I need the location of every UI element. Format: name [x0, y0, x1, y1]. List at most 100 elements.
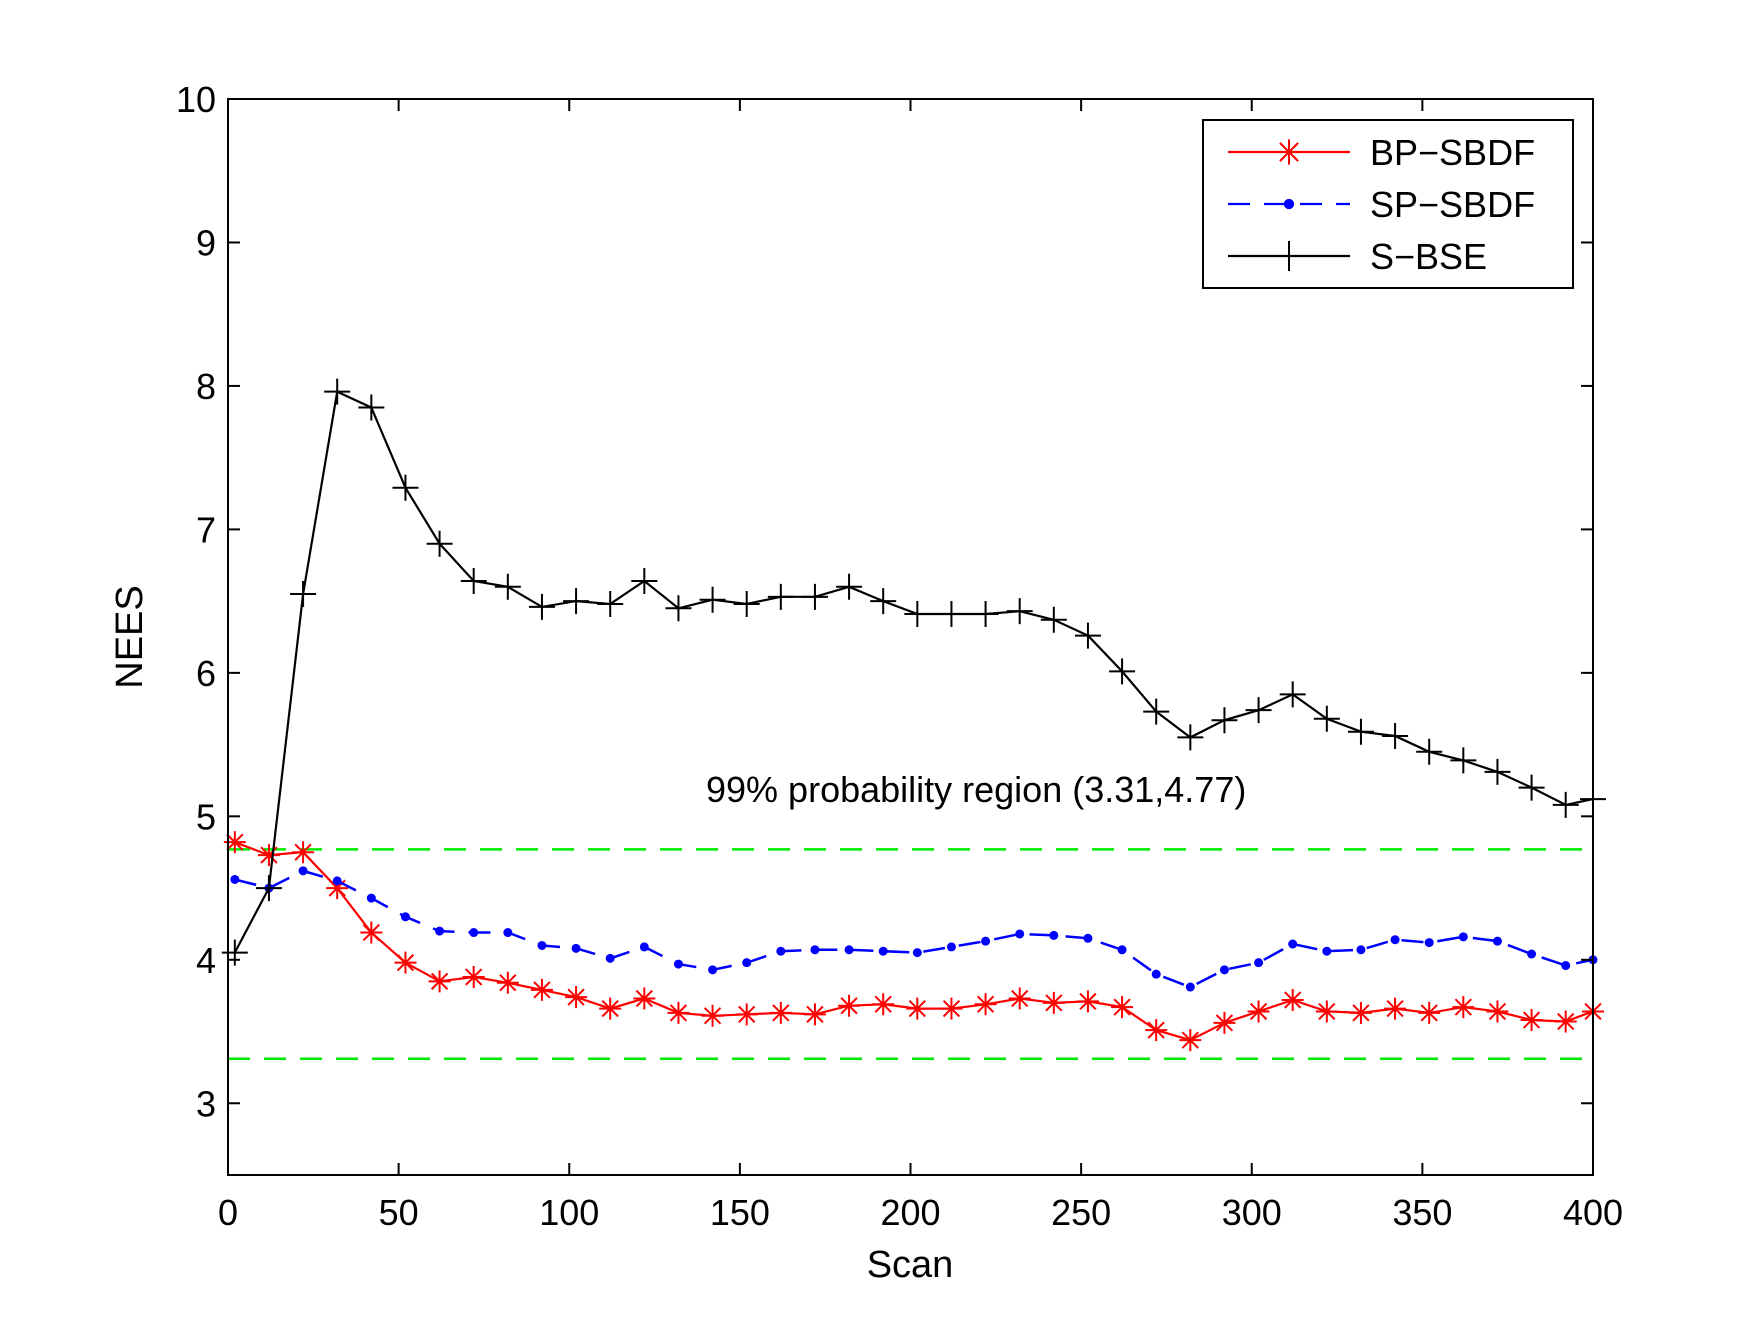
data-point-sp-sbdf — [1527, 949, 1537, 959]
data-point-bp-sbdf — [1213, 1011, 1236, 1034]
data-point-s-bse — [528, 593, 555, 620]
data-point-s-bse — [358, 394, 385, 421]
data-point-bp-sbdf — [633, 987, 656, 1010]
data-point-s-bse — [1382, 722, 1409, 749]
data-point-bp-sbdf — [906, 997, 929, 1020]
data-point-bp-sbdf — [565, 986, 588, 1009]
series-layer — [221, 378, 1606, 1052]
data-point-s-bse — [972, 601, 999, 628]
x-tick-label: 300 — [1222, 1192, 1282, 1233]
data-point-sp-sbdf — [1151, 969, 1161, 979]
x-tick-label: 50 — [379, 1192, 419, 1233]
data-point-sp-sbdf — [1219, 965, 1229, 975]
y-tick-label: 10 — [176, 79, 216, 120]
data-point-bp-sbdf — [769, 1001, 792, 1024]
data-point-bp-sbdf — [803, 1003, 826, 1026]
data-point-sp-sbdf — [912, 948, 922, 958]
data-point-s-bse — [1245, 697, 1272, 724]
data-point-s-bse — [1109, 658, 1136, 685]
data-point-s-bse — [1040, 606, 1067, 633]
data-point-s-bse — [460, 568, 487, 595]
data-point-s-bse — [392, 474, 419, 501]
data-point-sp-sbdf — [605, 953, 615, 963]
legend-marker-bp-sbdf — [1276, 139, 1302, 165]
data-point-s-bse — [1450, 747, 1477, 774]
data-point-sp-sbdf — [1015, 929, 1025, 939]
data-point-s-bse — [1177, 724, 1204, 751]
y-tick-label: 4 — [196, 940, 216, 981]
data-point-sp-sbdf — [1254, 958, 1264, 968]
region-annotation: 99% probability region (3.31,4.77) — [706, 769, 1246, 810]
data-point-bp-sbdf — [1349, 1001, 1372, 1024]
data-point-sp-sbdf — [844, 945, 854, 955]
data-point-s-bse — [1143, 698, 1170, 725]
data-point-s-bse — [767, 583, 794, 610]
data-point-s-bse — [1347, 718, 1374, 745]
data-point-s-bse — [1211, 707, 1238, 734]
x-tick-label: 150 — [710, 1192, 770, 1233]
data-point-bp-sbdf — [1247, 1000, 1270, 1023]
data-point-s-bse — [563, 588, 590, 615]
data-point-sp-sbdf — [1356, 945, 1366, 955]
data-point-s-bse — [597, 591, 624, 618]
x-tick-label: 200 — [880, 1192, 940, 1233]
data-point-bp-sbdf — [1281, 988, 1304, 1011]
data-point-s-bse — [1518, 774, 1545, 801]
data-point-sp-sbdf — [878, 946, 888, 956]
data-point-bp-sbdf — [838, 994, 861, 1017]
data-point-bp-sbdf — [1076, 990, 1099, 1013]
data-point-bp-sbdf — [223, 831, 246, 854]
data-point-bp-sbdf — [462, 966, 485, 989]
data-point-sp-sbdf — [639, 942, 649, 952]
y-tick-label: 5 — [196, 796, 216, 837]
data-point-sp-sbdf — [503, 928, 513, 938]
y-axis: 3 4 5 6 7 8 9 10 — [176, 79, 1593, 1124]
data-point-bp-sbdf — [599, 997, 622, 1020]
legend: BP−SBDF SP−SBDF S−BSE — [1202, 119, 1574, 289]
data-point-bp-sbdf — [940, 997, 963, 1020]
data-point-sp-sbdf — [332, 876, 342, 886]
y-axis-label: NEES — [109, 585, 151, 688]
data-point-sp-sbdf — [981, 936, 991, 946]
data-point-bp-sbdf — [1042, 991, 1065, 1014]
data-point-s-bse — [1074, 622, 1101, 649]
data-point-sp-sbdf — [1049, 930, 1059, 940]
data-point-sp-sbdf — [1288, 939, 1298, 949]
data-point-sp-sbdf — [1492, 936, 1502, 946]
series-line-sp-sbdf — [234, 869, 1594, 989]
data-point-sp-sbdf — [708, 965, 718, 975]
data-point-s-bse — [1313, 705, 1340, 732]
data-point-bp-sbdf — [496, 971, 519, 994]
legend-label-sp-sbdf: SP−SBDF — [1370, 184, 1535, 225]
data-point-bp-sbdf — [872, 993, 895, 1016]
data-point-bp-sbdf — [1452, 996, 1475, 1019]
data-point-sp-sbdf — [1424, 938, 1434, 948]
data-point-sp-sbdf — [946, 942, 956, 952]
y-tick-label: 9 — [196, 222, 216, 263]
data-point-sp-sbdf — [230, 874, 240, 884]
series-bp-sbdf — [223, 831, 1604, 1052]
data-point-bp-sbdf — [1111, 996, 1134, 1019]
data-point-s-bse — [426, 530, 453, 557]
x-tick-label: 100 — [539, 1192, 599, 1233]
data-point-sp-sbdf — [537, 940, 547, 950]
y-tick-label: 8 — [196, 366, 216, 407]
data-point-bp-sbdf — [1384, 997, 1407, 1020]
data-point-sp-sbdf — [366, 893, 376, 903]
data-point-sp-sbdf — [1458, 932, 1468, 942]
data-point-s-bse — [221, 939, 248, 966]
data-point-s-bse — [631, 568, 658, 595]
data-point-sp-sbdf — [1561, 961, 1571, 971]
data-point-bp-sbdf — [530, 978, 553, 1001]
data-point-sp-sbdf — [776, 946, 786, 956]
data-point-s-bse — [801, 583, 828, 610]
data-point-s-bse — [494, 573, 521, 600]
data-point-s-bse — [324, 378, 351, 405]
data-point-s-bse — [665, 595, 692, 622]
data-point-sp-sbdf — [1185, 982, 1195, 992]
data-point-s-bse — [1552, 791, 1579, 818]
legend-label-bp-sbdf: BP−SBDF — [1370, 132, 1535, 173]
data-point-sp-sbdf — [1322, 946, 1332, 956]
data-point-bp-sbdf — [257, 844, 280, 867]
